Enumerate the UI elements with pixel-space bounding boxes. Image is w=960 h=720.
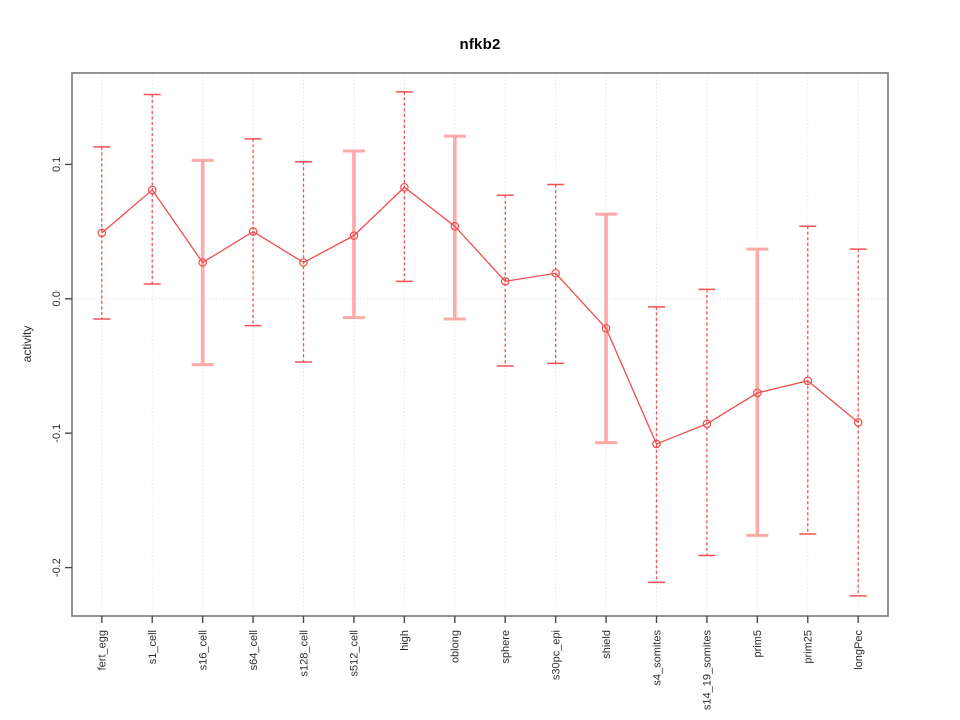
x-tick-label: s512_cell (349, 630, 361, 676)
x-tick-label: s64_cell (248, 630, 260, 670)
x-tick-label: fert_egg (97, 630, 109, 670)
data-point (551, 268, 560, 278)
x-tick-label: s30pc_epi (550, 630, 562, 680)
data-point (753, 388, 762, 398)
data-point (601, 324, 611, 333)
x-tick-label: s128_cell (298, 630, 310, 676)
data-point (450, 221, 460, 231)
plot-box (71, 72, 889, 617)
data-point (803, 376, 813, 386)
data-point (97, 228, 107, 238)
x-tick-label: sphere (500, 630, 512, 664)
y-tick-label: -0.2 (51, 558, 63, 577)
x-tick-label: prim25 (803, 630, 815, 664)
x-tick-label: high (399, 630, 411, 651)
y-tick-label: 0.1 (51, 157, 63, 172)
data-point (299, 258, 308, 267)
data-point (198, 258, 207, 267)
data-point (500, 277, 510, 286)
data-point (702, 419, 712, 429)
x-tick-label: longPec (853, 630, 865, 670)
data-point (248, 227, 258, 236)
data-point (853, 418, 863, 427)
series-line (101, 186, 859, 445)
x-tick-label: s4_somites (651, 630, 663, 686)
data-point (147, 185, 157, 195)
data-point (400, 182, 409, 192)
x-tick-label: s14_19_somites (702, 630, 714, 711)
x-tick-label: oblong (450, 630, 462, 663)
y-tick-label: 0.0 (51, 291, 63, 306)
y-tick-label: -0.1 (51, 424, 63, 443)
x-tick-label: prim5 (752, 630, 764, 658)
data-point (652, 439, 661, 449)
chart-title: nfkb2 (459, 36, 501, 53)
x-tick-label: shield (601, 630, 613, 659)
x-tick-label: s1_cell (147, 630, 159, 664)
data-point (349, 231, 359, 240)
x-tick-label: s16_cell (197, 630, 209, 670)
